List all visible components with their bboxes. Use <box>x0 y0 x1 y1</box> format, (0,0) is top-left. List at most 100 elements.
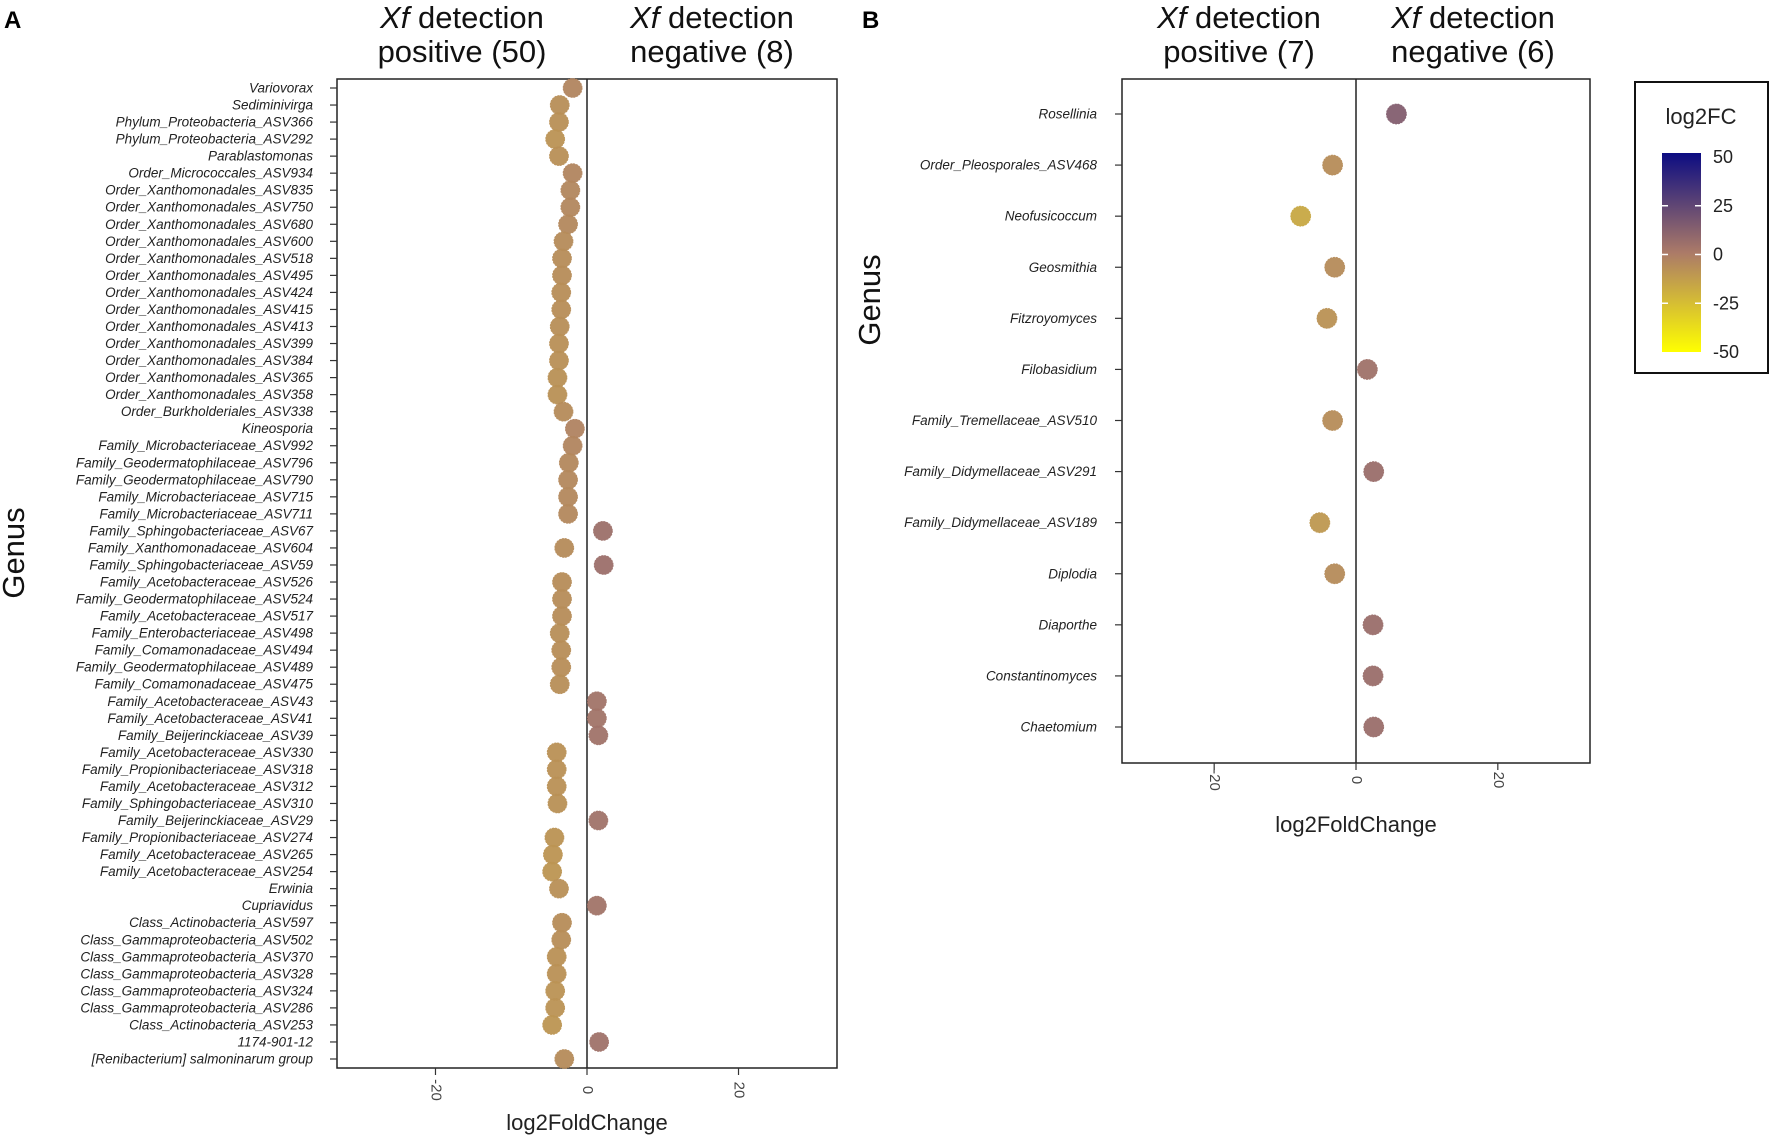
group-title-text: detection <box>659 0 793 35</box>
x-axis-label: log2FoldChange <box>506 1110 667 1135</box>
y-tick-label: Family_Acetobacteraceae_ASV526 <box>100 575 314 590</box>
y-tick-label: Class_Gammaproteobacteria_ASV286 <box>80 1000 313 1015</box>
legend-title: log2FC <box>1666 104 1737 129</box>
data-point <box>560 180 581 201</box>
data-point <box>1363 716 1385 738</box>
data-point <box>551 299 572 320</box>
y-tick-label: Family_Didymellaceae_ASV291 <box>904 464 1097 479</box>
data-point <box>551 282 572 303</box>
data-point <box>1322 410 1343 431</box>
y-tick-label: Order_Xanthomonadales_ASV680 <box>105 217 313 232</box>
y-tick-label: Erwinia <box>269 881 314 896</box>
data-point <box>560 197 581 218</box>
x-tick-label: -20 <box>428 1079 445 1101</box>
y-tick-label: Cupriavidus <box>242 898 314 913</box>
y-tick-label: Order_Xanthomonadales_ASV835 <box>105 183 313 198</box>
panel-label: A <box>4 7 21 34</box>
group-title-text: detection <box>409 0 543 35</box>
y-tick-label: Parablastomonas <box>208 149 313 164</box>
y-tick-label: Family_Didymellaceae_ASV189 <box>904 515 1097 530</box>
y-tick-label: Kineosporia <box>242 421 314 436</box>
data-point <box>562 163 583 184</box>
y-tick-label: Family_Geodermatophilaceae_ASV796 <box>76 455 314 470</box>
y-axis-label: Genus <box>0 507 31 598</box>
data-point <box>1322 154 1343 176</box>
data-point <box>549 674 570 695</box>
y-tick-label: Order_Burkholderiales_ASV338 <box>121 404 314 419</box>
y-tick-label: Family_Acetobacteraceae_ASV265 <box>100 847 314 862</box>
data-point <box>542 1015 563 1035</box>
y-tick-label: 1174-901-12 <box>237 1034 313 1049</box>
group-title-line2: negative (8) <box>630 34 794 69</box>
data-point <box>553 231 574 252</box>
y-tick-label: Order_Xanthomonadales_ASV365 <box>105 370 313 385</box>
data-point <box>558 503 578 524</box>
y-tick-label: [Renibacterium] salmoninarum group <box>91 1052 314 1067</box>
y-tick-label: Diaporthe <box>1038 617 1097 632</box>
y-tick-label: Order_Xanthomonadales_ASV424 <box>105 285 313 300</box>
y-tick-label: Order_Xanthomonadales_ASV495 <box>105 268 313 283</box>
y-tick-label: Chaetomium <box>1020 720 1097 735</box>
data-point <box>547 793 568 814</box>
y-tick-label: Family_Propionibacteriaceae_ASV318 <box>82 762 314 777</box>
y-tick-label: Family_Enterobacteriaceae_ASV498 <box>92 626 314 641</box>
y-tick-label: Order_Xanthomonadales_ASV358 <box>105 387 313 402</box>
data-point <box>589 1032 610 1052</box>
group-title-italic: Xf <box>629 0 663 35</box>
data-point <box>546 776 567 797</box>
data-point <box>552 606 572 626</box>
x-tick-label: 20 <box>1490 772 1507 789</box>
y-tick-label: Family_Geodermatophilaceae_ASV489 <box>76 660 314 675</box>
data-point <box>558 469 578 490</box>
data-point <box>547 367 568 388</box>
data-point <box>546 742 567 763</box>
y-tick-label: Diplodia <box>1048 566 1097 581</box>
data-point <box>546 946 567 967</box>
group-title-line1: Xf detection <box>1156 0 1321 35</box>
y-tick-label: Order_Xanthomonadales_ASV600 <box>105 234 313 249</box>
data-point <box>546 759 567 780</box>
data-point <box>549 623 570 644</box>
y-tick-label: Class_Gammaproteobacteria_ASV324 <box>80 983 313 998</box>
data-point <box>588 725 609 746</box>
y-tick-label: Family_Comamonadaceae_ASV494 <box>95 643 313 658</box>
data-point <box>549 350 569 371</box>
group-title-line1: Xf detection <box>379 0 544 35</box>
data-point <box>545 980 566 1001</box>
color-legend: log2FC 50 25 0 -25 -50 <box>1634 81 1769 374</box>
data-point <box>554 538 575 558</box>
data-point <box>558 486 578 507</box>
data-point <box>551 657 572 678</box>
y-tick-label: Family_Acetobacteraceae_ASV517 <box>100 609 314 624</box>
data-point <box>558 214 578 235</box>
y-tick-label: Class_Gammaproteobacteria_ASV502 <box>80 932 313 947</box>
y-tick-label: Family_Acetobacteraceae_ASV330 <box>100 745 314 760</box>
y-tick-label: Rosellinia <box>1038 107 1097 122</box>
panel-label: B <box>862 7 879 34</box>
legend-break-label: -25 <box>1713 293 1739 313</box>
data-point <box>562 78 583 98</box>
group-title-line2: negative (6) <box>1391 34 1555 69</box>
group-title-italic: Xf <box>1390 0 1424 35</box>
y-tick-label: Filobasidium <box>1021 362 1097 377</box>
y-tick-label: Family_Tremellaceae_ASV510 <box>912 413 1098 428</box>
legend-frame <box>1634 81 1769 374</box>
data-point <box>545 997 566 1018</box>
data-point <box>552 265 572 286</box>
y-tick-label: Family_Geodermatophilaceae_ASV790 <box>76 472 314 487</box>
data-point <box>1324 563 1346 585</box>
y-tick-label: Family_Acetobacteraceae_ASV43 <box>107 694 313 709</box>
y-tick-label: Order_Xanthomonadales_ASV518 <box>105 251 313 266</box>
data-point <box>586 708 607 729</box>
data-point <box>564 418 585 439</box>
y-tick-label: Class_Actinobacteria_ASV253 <box>129 1017 313 1032</box>
data-point <box>552 248 572 269</box>
data-point <box>593 521 613 541</box>
y-tick-label: Family_Xanthomonadaceae_ASV604 <box>88 540 313 555</box>
group-title-line2: positive (7) <box>1163 34 1315 69</box>
y-tick-label: Family_Acetobacteraceae_ASV254 <box>100 864 313 879</box>
y-tick-label: Neofusicoccum <box>1005 209 1097 224</box>
